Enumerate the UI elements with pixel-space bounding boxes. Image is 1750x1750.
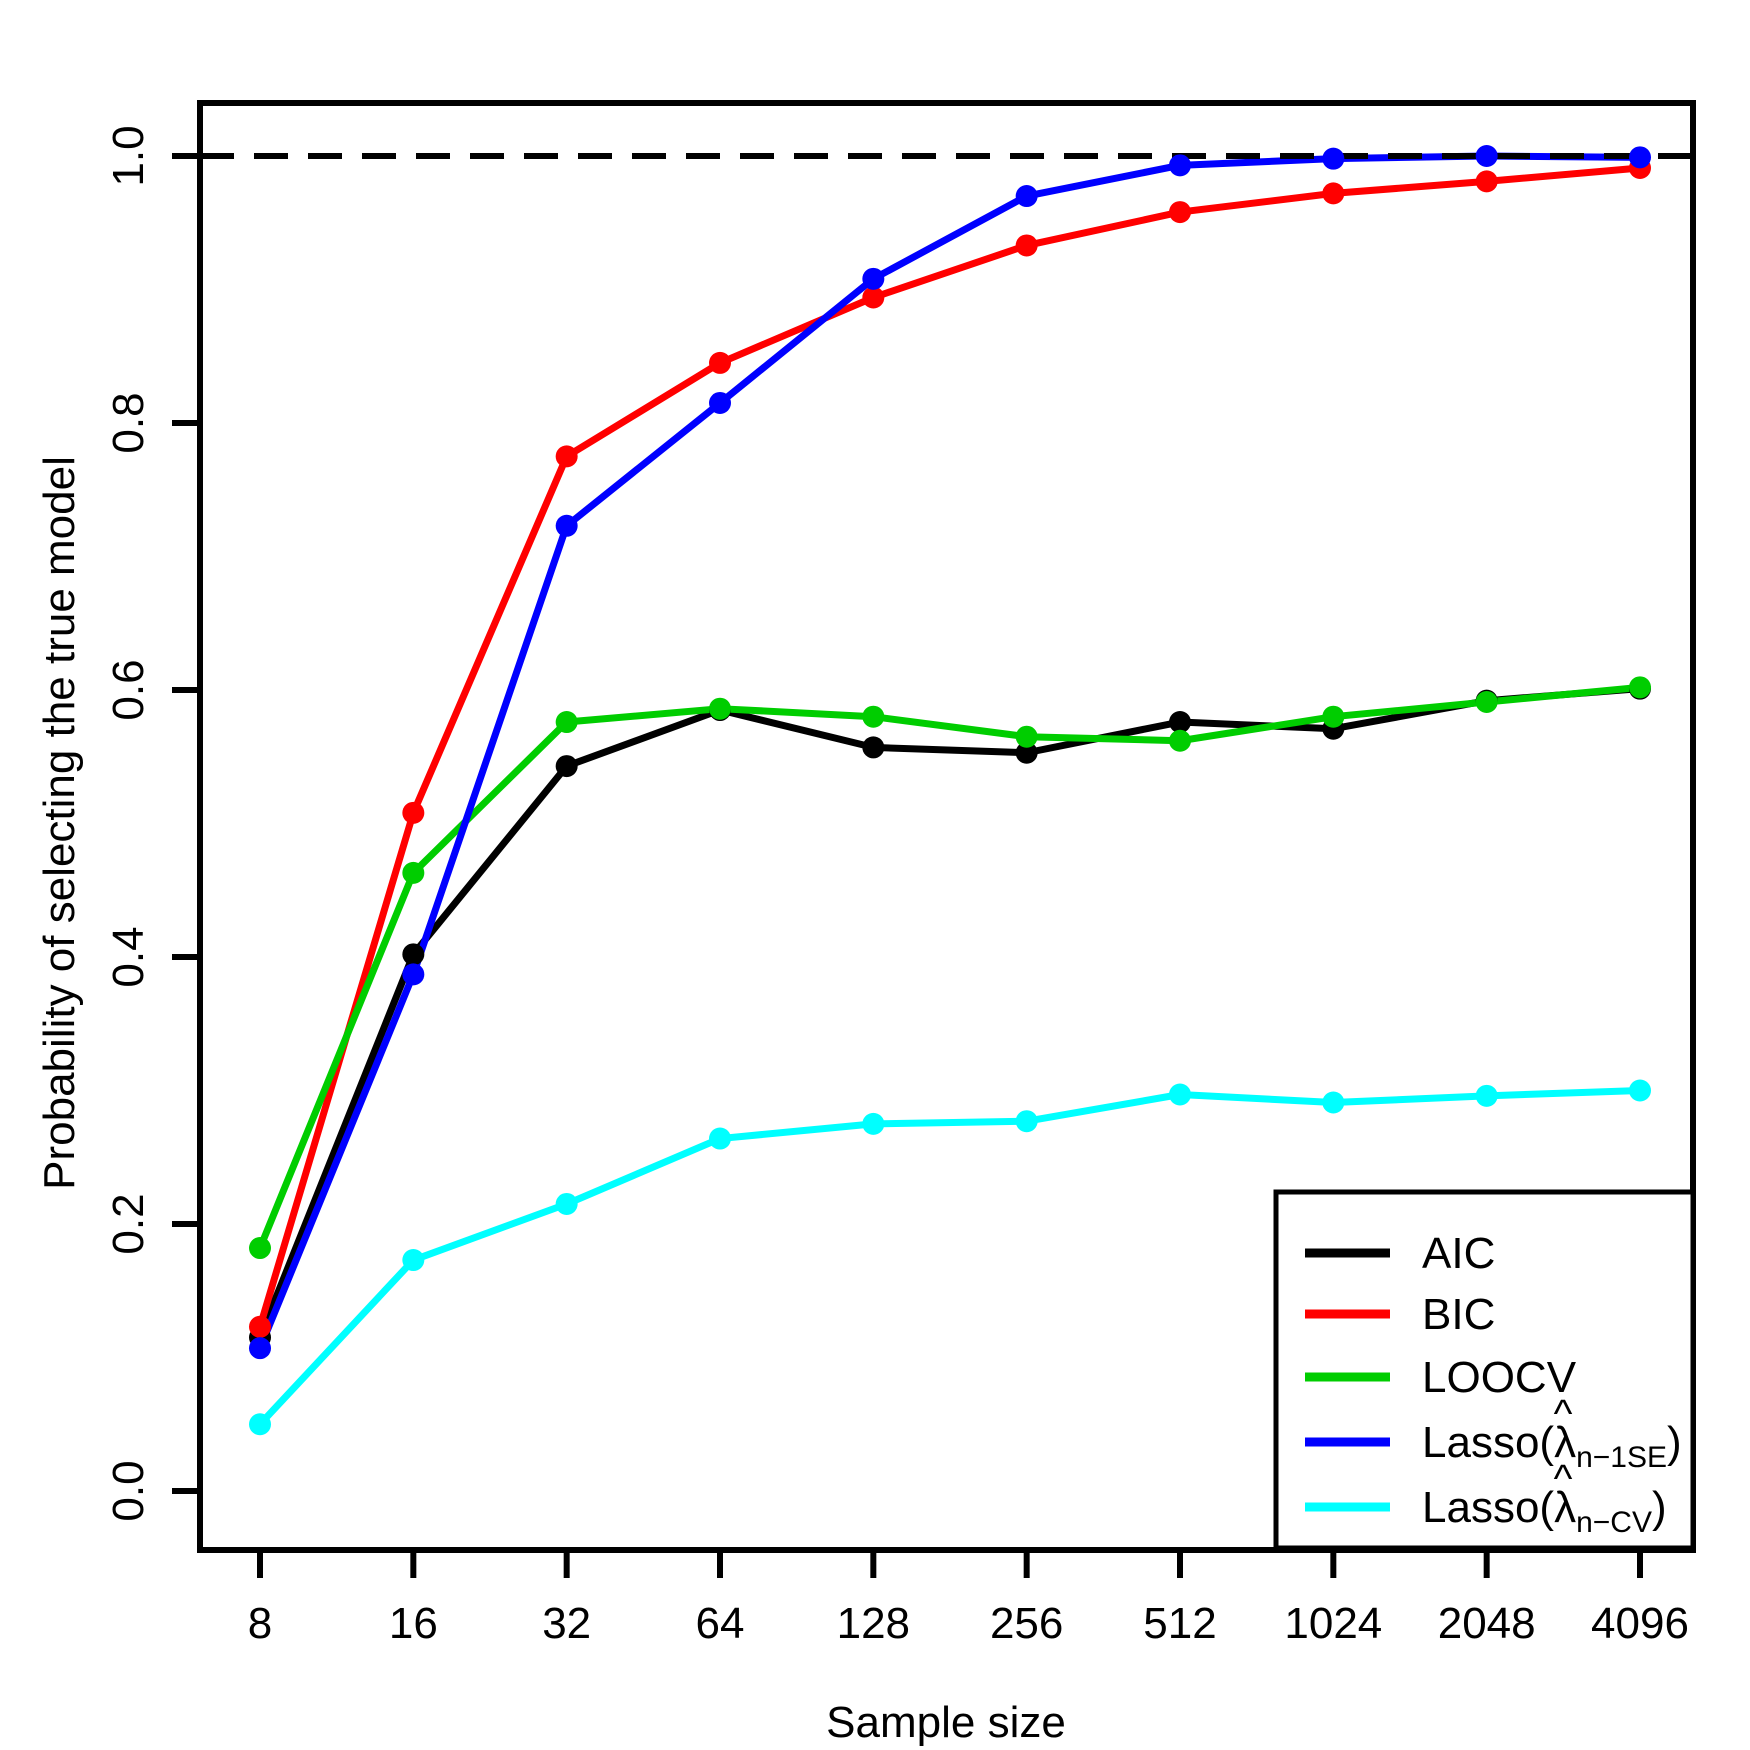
x-tick-label: 512 (1143, 1599, 1216, 1648)
point-lasso-1se-128 (862, 267, 885, 290)
point-bic-8 (249, 1315, 271, 1338)
y-tick-label: 0.2 (104, 1193, 153, 1254)
series-markers (249, 145, 1651, 1436)
y-tick-label: 0.4 (104, 926, 153, 987)
point-bic-256 (1015, 234, 1038, 257)
lambda-hat-icon: ^ (1554, 1457, 1573, 1501)
y-tick-label: 0.6 (104, 659, 153, 720)
point-lasso-cv-16 (402, 1249, 425, 1272)
x-tick-label: 128 (837, 1599, 910, 1648)
point-lasso-1se-256 (1015, 185, 1038, 208)
point-loocv-1024 (1322, 705, 1345, 728)
point-loocv-64 (709, 697, 731, 720)
legend-item-loocv: LOOCV (1305, 1353, 1577, 1402)
point-lasso-1se-512 (1169, 154, 1191, 177)
x-tick-label: 256 (990, 1599, 1063, 1648)
point-bic-32 (555, 445, 578, 468)
point-lasso-cv-512 (1169, 1083, 1191, 1106)
point-lasso-cv-64 (709, 1127, 731, 1150)
x-tick-label: 8 (248, 1599, 272, 1648)
point-bic-64 (709, 351, 731, 374)
point-loocv-32 (555, 711, 578, 734)
legend-label-aic: AIC (1422, 1229, 1495, 1278)
point-loocv-256 (1015, 725, 1038, 748)
point-lasso-cv-128 (862, 1112, 885, 1135)
y-tick-label: 1.0 (104, 125, 153, 186)
x-tick-label: 32 (542, 1599, 591, 1648)
point-loocv-512 (1169, 729, 1191, 752)
y-axis: 0.0 0.2 0.4 0.6 0.8 1.0 (104, 125, 200, 1522)
point-lasso-cv-256 (1015, 1110, 1038, 1133)
point-lasso-1se-16 (402, 963, 425, 986)
series-line-bic (256, 164, 1644, 1331)
x-tick-label: 2048 (1438, 1599, 1536, 1648)
point-bic-16 (402, 801, 425, 824)
point-bic-512 (1169, 201, 1191, 224)
legend-label-bic: BIC (1422, 1290, 1495, 1339)
series-line-lasso-cv (256, 1087, 1644, 1428)
point-lasso-1se-8 (249, 1337, 271, 1360)
point-lasso-cv-1024 (1322, 1091, 1345, 1114)
x-tick-label: 4096 (1591, 1599, 1689, 1648)
legend-item-bic: BIC (1305, 1290, 1495, 1339)
x-tick-label: 16 (389, 1599, 438, 1648)
point-bic-128 (862, 286, 885, 309)
y-tick-label: 0.8 (104, 392, 153, 453)
legend-item-lasso-cv: Lasso(λn−CV)^ (1305, 1457, 1667, 1539)
point-bic-1024 (1322, 182, 1345, 205)
point-lasso-cv-4096 (1629, 1079, 1651, 1102)
point-aic-16 (402, 943, 425, 966)
x-axis-title: Sample size (826, 1698, 1066, 1747)
point-lasso-cv-2048 (1475, 1084, 1498, 1107)
lambda-hat-icon: ^ (1554, 1392, 1573, 1436)
legend-label-loocv: LOOCV (1422, 1353, 1577, 1402)
point-loocv-2048 (1475, 691, 1498, 714)
point-aic-256 (1015, 741, 1038, 764)
point-loocv-128 (862, 705, 885, 728)
x-tick-label: 1024 (1284, 1599, 1382, 1648)
point-lasso-cv-8 (249, 1413, 271, 1436)
plot-frame (197, 100, 1696, 1553)
x-tick-label: 64 (696, 1599, 745, 1648)
point-lasso-cv-32 (555, 1192, 578, 1215)
legend-item-aic: AIC (1305, 1229, 1495, 1278)
x-axis: 8 16 32 64 128 256 512 1024 2048 4096 (248, 1550, 1689, 1648)
legend-label-lasso-cv: Lasso(λn−CV) (1422, 1483, 1667, 1539)
y-axis-title: Probability of selecting the true model (35, 456, 84, 1190)
point-lasso-1se-4096 (1629, 146, 1651, 169)
point-loocv-4096 (1629, 676, 1651, 699)
point-bic-2048 (1475, 170, 1498, 193)
point-lasso-1se-2048 (1475, 145, 1498, 167)
point-aic-512 (1169, 711, 1191, 734)
point-lasso-1se-32 (555, 514, 578, 537)
point-lasso-1se-1024 (1322, 147, 1345, 170)
legend-item-lasso-1se: Lasso(λn−1SE)^ (1305, 1392, 1682, 1474)
y-tick-label: 0.0 (104, 1460, 153, 1521)
point-loocv-8 (249, 1237, 271, 1260)
point-aic-128 (862, 736, 885, 759)
point-lasso-1se-64 (709, 391, 731, 414)
point-aic-32 (555, 755, 578, 778)
series-line-aic (256, 685, 1644, 1341)
series-line-loocv (256, 683, 1644, 1252)
legend-label-lasso-1se: Lasso(λn−1SE) (1422, 1418, 1682, 1474)
point-loocv-16 (402, 861, 425, 884)
